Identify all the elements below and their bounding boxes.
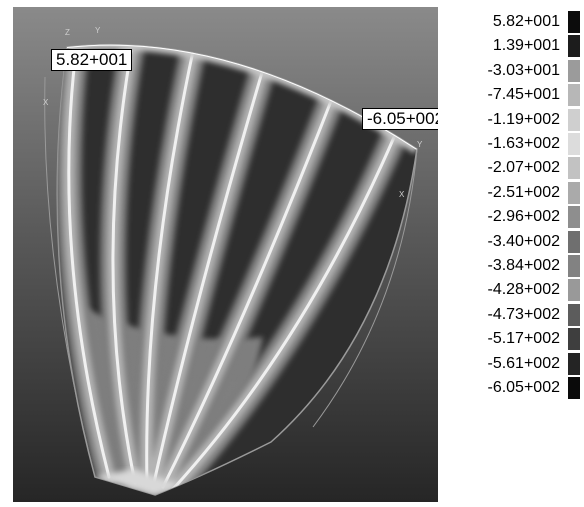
legend-value-label: -2.96+002	[487, 208, 560, 226]
legend-color-swatch	[568, 157, 580, 180]
legend-row: -3.84+002	[448, 255, 584, 277]
legend-row: 5.82+001	[448, 11, 584, 33]
legend-value-label: -3.40+002	[487, 232, 560, 250]
legend-color-swatch	[568, 255, 580, 277]
legend-row: -4.28+002	[448, 279, 584, 302]
legend-value-label: -1.63+002	[487, 135, 560, 152]
legend-row: -3.03+001	[448, 59, 584, 82]
contour-legend: 5.82+001 1.39+001 -3.03+001 -7.45+001 -1.19+…	[448, 7, 584, 407]
legend-color-swatch	[568, 206, 580, 229]
legend-row: -1.63+002	[448, 133, 584, 155]
min-value-tag: -6.05+002	[362, 108, 438, 130]
legend-color-swatch	[568, 181, 580, 204]
legend-value-label: -3.84+002	[487, 257, 560, 274]
legend-row: -3.40+002	[448, 230, 584, 253]
legend-value-label: 1.39+001	[492, 37, 560, 55]
axis-label-y-right: Y	[417, 140, 423, 149]
legend-color-swatch	[568, 133, 580, 155]
legend-value-label: -2.51+002	[487, 183, 560, 201]
axis-label-x-right: X	[399, 190, 405, 199]
legend-row: -4.73+002	[448, 303, 584, 326]
legend-row: -6.05+002	[448, 377, 584, 399]
legend-value-label: -1.19+002	[487, 110, 560, 128]
legend-color-swatch	[568, 328, 580, 351]
legend-color-swatch	[568, 108, 580, 131]
legend-color-swatch	[568, 352, 580, 375]
legend-value-label: -7.45+001	[487, 86, 560, 104]
legend-row: -2.51+002	[448, 181, 584, 204]
axis-label-z: Z	[65, 28, 70, 37]
legend-row: -5.61+002	[448, 352, 584, 375]
legend-value-label: 5.82+001	[492, 13, 560, 30]
fe-model-contour: Z Y X X Y	[43, 26, 423, 496]
legend-row: -1.19+002	[448, 108, 584, 131]
legend-color-swatch	[568, 35, 580, 58]
contour-viewport[interactable]: Z Y X X Y 5.82+001 -6.05+002	[13, 7, 438, 502]
legend-color-swatch	[568, 230, 580, 253]
legend-color-swatch	[568, 303, 580, 326]
max-value-tag: 5.82+001	[51, 49, 133, 71]
axis-label-y: Y	[95, 26, 101, 35]
bottom-cap	[95, 469, 181, 495]
legend-row: -2.96+002	[448, 206, 584, 229]
legend-value-label: -4.28+002	[487, 281, 560, 299]
legend-color-swatch	[568, 84, 580, 107]
legend-color-swatch	[568, 59, 580, 82]
legend-value-label: -5.17+002	[487, 330, 560, 348]
legend-color-swatch	[568, 279, 580, 302]
legend-row: -2.07+002	[448, 157, 584, 180]
stiffener-ribs	[57, 44, 408, 496]
legend-value-label: -4.73+002	[487, 305, 560, 323]
axis-label-x-left: X	[43, 98, 49, 107]
legend-row: -5.17+002	[448, 328, 584, 351]
legend-color-swatch	[568, 377, 580, 399]
legend-color-swatch	[568, 11, 580, 33]
legend-row: 1.39+001	[448, 35, 584, 58]
legend-value-label: -3.03+001	[487, 61, 560, 79]
legend-value-label: -2.07+002	[487, 159, 560, 177]
legend-value-label: -5.61+002	[487, 354, 560, 372]
legend-value-label: -6.05+002	[487, 379, 560, 396]
legend-row: -7.45+001	[448, 84, 584, 107]
